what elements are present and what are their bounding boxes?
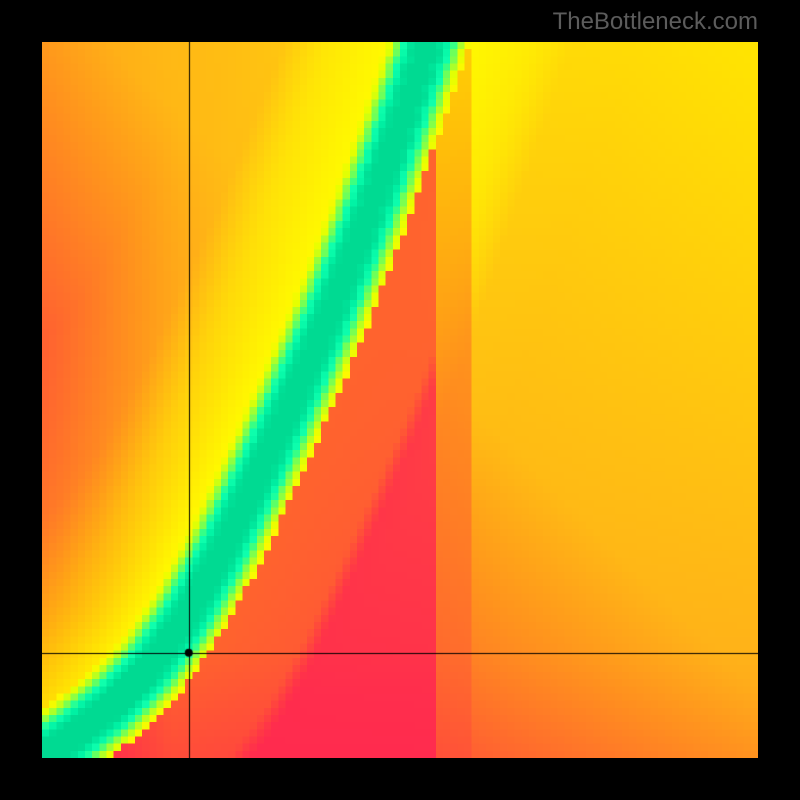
crosshair-overlay — [42, 42, 758, 758]
watermark-text: TheBottleneck.com — [553, 8, 758, 36]
chart-container: TheBottleneck.com — [0, 0, 800, 800]
